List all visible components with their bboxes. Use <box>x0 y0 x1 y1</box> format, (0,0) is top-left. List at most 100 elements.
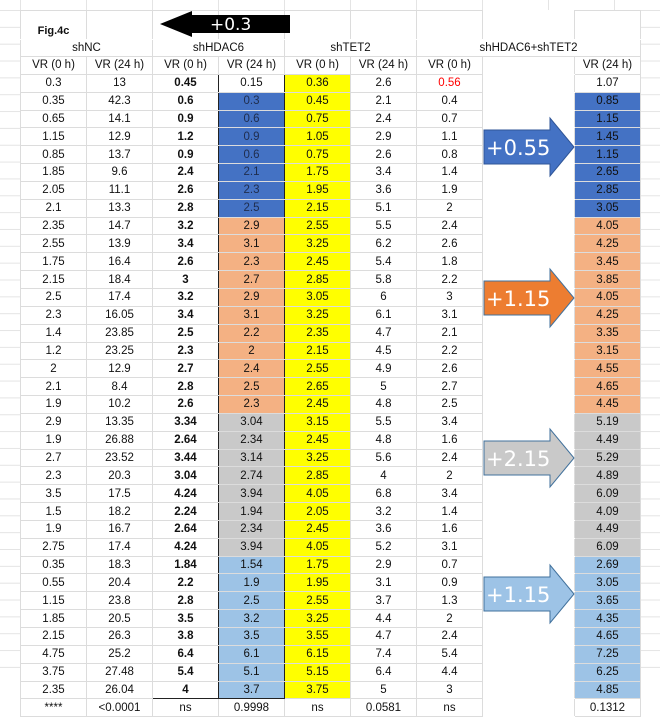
table-cell[interactable]: 5.19 <box>574 412 641 432</box>
table-cell[interactable]: 2.45 <box>284 395 351 414</box>
table-cell[interactable]: 23.8 <box>86 591 153 611</box>
table-cell[interactable]: 0.4 <box>416 91 483 111</box>
table-cell[interactable]: 3.4 <box>152 305 219 325</box>
table-cell[interactable]: 2 <box>20 359 87 379</box>
table-cell[interactable]: 1.8 <box>416 252 483 272</box>
table-cell[interactable]: 4.5 <box>350 341 417 361</box>
table-cell[interactable]: 2.35 <box>20 216 87 236</box>
table-cell[interactable]: 2.3 <box>218 180 285 200</box>
table-cell[interactable]: 3.85 <box>574 270 641 289</box>
table-cell[interactable]: 5.29 <box>574 448 641 468</box>
table-cell[interactable]: 2.65 <box>284 377 351 397</box>
table-cell[interactable]: 1.6 <box>416 519 483 539</box>
table-cell[interactable]: 4.25 <box>574 305 641 325</box>
table-cell[interactable]: 4.7 <box>350 627 417 646</box>
table-cell[interactable]: 2.1 <box>350 91 417 111</box>
table-cell[interactable]: 1.45 <box>574 127 641 147</box>
table-cell[interactable]: 2.5 <box>218 591 285 611</box>
table-cell[interactable]: 3.7 <box>218 680 285 700</box>
table-cell[interactable]: 3.5 <box>20 484 87 504</box>
table-cell[interactable]: 4.55 <box>574 359 641 379</box>
table-cell[interactable]: 3.4 <box>416 484 483 504</box>
table-cell[interactable]: 18.4 <box>86 270 153 289</box>
table-cell[interactable]: 23.25 <box>86 341 153 361</box>
table-cell[interactable]: 2.65 <box>574 163 641 182</box>
table-cell[interactable]: 5.4 <box>152 662 219 682</box>
table-cell[interactable]: 2.6 <box>152 180 219 200</box>
table-cell[interactable]: 2.85 <box>284 466 351 486</box>
table-cell[interactable]: 2.5 <box>152 323 219 343</box>
table-cell[interactable]: 1.85 <box>20 163 87 182</box>
table-cell[interactable]: 2.85 <box>284 270 351 289</box>
table-cell[interactable]: 1.75 <box>20 252 87 272</box>
table-cell[interactable]: 5.4 <box>350 252 417 272</box>
table-cell[interactable]: 2.3 <box>152 341 219 361</box>
table-cell[interactable]: 2.8 <box>152 198 219 218</box>
table-cell[interactable]: 1.5 <box>20 502 87 521</box>
table-cell[interactable]: 3.05 <box>574 198 641 218</box>
table-cell[interactable]: 13.3 <box>86 198 153 218</box>
table-cell[interactable]: 0.9 <box>152 109 219 129</box>
table-cell[interactable]: 2.8 <box>152 377 219 397</box>
table-cell[interactable]: 2.45 <box>284 519 351 539</box>
table-cell[interactable]: 2.55 <box>20 234 87 254</box>
table-cell[interactable]: 2.4 <box>350 109 417 129</box>
table-cell[interactable]: 20.4 <box>86 573 153 593</box>
table-cell[interactable]: 4.45 <box>574 395 641 414</box>
column-header[interactable]: VR (0 h) <box>152 56 219 75</box>
table-cell[interactable]: 16.4 <box>86 252 153 272</box>
table-cell[interactable]: 1.9 <box>218 573 285 593</box>
table-cell[interactable]: 6.09 <box>574 537 641 557</box>
table-cell[interactable]: 2.6 <box>416 359 483 379</box>
table-cell[interactable]: 5.5 <box>350 412 417 432</box>
table-cell[interactable]: 4.35 <box>574 609 641 628</box>
table-cell[interactable]: 2.5 <box>20 287 87 307</box>
table-cell[interactable]: 14.7 <box>86 216 153 236</box>
table-cell[interactable]: 1.75 <box>284 555 351 575</box>
table-cell[interactable]: 3.75 <box>284 680 351 700</box>
table-cell[interactable]: 2 <box>218 341 285 361</box>
table-cell[interactable]: 3.34 <box>152 412 219 432</box>
table-cell[interactable]: 1.95 <box>284 573 351 593</box>
table-cell[interactable]: 2.35 <box>20 680 87 700</box>
table-cell[interactable]: 1.07 <box>574 73 641 93</box>
table-cell[interactable]: 0.85 <box>574 91 641 111</box>
table-cell[interactable]: 0.75 <box>284 145 351 165</box>
table-cell[interactable]: 4.05 <box>574 216 641 236</box>
table-cell[interactable]: 3 <box>416 287 483 307</box>
table-cell[interactable]: 3.05 <box>284 287 351 307</box>
p-value-cell[interactable]: <0.0001 <box>86 698 153 717</box>
table-cell[interactable]: 3.8 <box>152 627 219 646</box>
table-cell[interactable]: 1.54 <box>218 555 285 575</box>
table-cell[interactable]: 3.6 <box>350 180 417 200</box>
table-cell[interactable]: 2.4 <box>416 216 483 236</box>
table-cell[interactable]: 6.25 <box>574 662 641 682</box>
group-header-shhdac6-shtet2[interactable]: shHDAC6+shTET2 <box>416 39 641 57</box>
table-cell[interactable]: 23.85 <box>86 323 153 343</box>
table-cell[interactable]: 4.65 <box>574 627 641 646</box>
table-cell[interactable]: 2.4 <box>416 448 483 468</box>
table-cell[interactable]: 4.05 <box>574 287 641 307</box>
table-cell[interactable]: 3 <box>416 680 483 700</box>
table-cell[interactable]: 1.94 <box>218 502 285 521</box>
table-cell[interactable]: 2.4 <box>152 163 219 182</box>
table-cell[interactable]: 3.4 <box>416 412 483 432</box>
table-cell[interactable]: 5 <box>350 377 417 397</box>
table-cell[interactable]: 6 <box>350 287 417 307</box>
table-cell[interactable]: 2.2 <box>416 341 483 361</box>
table-cell[interactable]: 2.1 <box>218 163 285 182</box>
table-cell[interactable]: 13.9 <box>86 234 153 254</box>
cell[interactable] <box>574 10 641 40</box>
table-cell[interactable]: 3.14 <box>218 448 285 468</box>
table-cell[interactable]: 2.45 <box>284 252 351 272</box>
table-cell[interactable]: 3.7 <box>350 591 417 611</box>
table-cell[interactable]: 17.4 <box>86 287 153 307</box>
table-cell[interactable]: 20.5 <box>86 609 153 628</box>
table-cell[interactable]: 3.04 <box>152 466 219 486</box>
table-cell[interactable]: 1.3 <box>416 591 483 611</box>
table-cell[interactable]: 3.2 <box>152 216 219 236</box>
table-cell[interactable]: 3.25 <box>284 448 351 468</box>
table-cell[interactable]: 10.2 <box>86 395 153 414</box>
table-cell[interactable]: 2.75 <box>20 537 87 557</box>
p-value-cell[interactable]: 0.1312 <box>574 698 641 717</box>
